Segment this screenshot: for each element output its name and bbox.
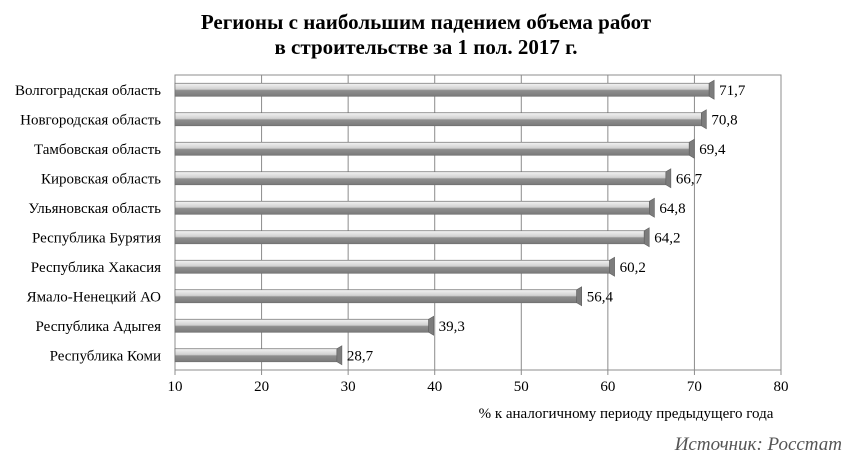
bar-end-cap xyxy=(609,256,615,277)
source-note: Источник: Росстат xyxy=(674,434,842,455)
value-label: 70,8 xyxy=(711,112,737,128)
x-tick-label: 10 xyxy=(168,379,183,395)
category-label: Республика Хакасия xyxy=(31,260,161,276)
value-label: 60,2 xyxy=(620,260,646,276)
x-tick-label: 50 xyxy=(514,379,529,395)
bar xyxy=(174,141,690,156)
category-label: Республика Бурятия xyxy=(32,230,161,246)
chart-title: Регионы с наибольшим падением объема раб… xyxy=(0,10,852,60)
x-tick-label: 80 xyxy=(774,379,789,395)
category-label: Новгородская область xyxy=(20,112,161,128)
bar xyxy=(174,259,610,274)
category-label: Республика Адыгея xyxy=(36,319,162,335)
bar xyxy=(174,289,578,304)
bar-end-cap xyxy=(649,197,655,218)
value-label: 69,4 xyxy=(699,142,726,158)
bar xyxy=(174,230,645,245)
bar xyxy=(174,200,650,215)
bar-end-cap xyxy=(688,138,695,159)
value-label: 56,4 xyxy=(587,289,614,305)
category-label: Волгоградская область xyxy=(15,83,161,99)
chart-title-line-1: Регионы с наибольшим падением объема раб… xyxy=(200,10,652,34)
bar-end-cap xyxy=(576,286,582,307)
bar-end-cap xyxy=(665,168,672,189)
bar-end-cap xyxy=(643,227,650,248)
bar-end-cap xyxy=(708,79,715,100)
value-label: 28,7 xyxy=(347,348,374,364)
bar xyxy=(174,348,338,363)
value-label: 71,7 xyxy=(719,83,746,99)
category-label: Ульяновская область xyxy=(28,201,161,217)
bar-end-cap xyxy=(336,345,343,366)
value-label: 66,7 xyxy=(676,171,703,187)
x-tick-label: 60 xyxy=(600,379,615,395)
category-label: Кировская область xyxy=(41,171,161,187)
value-label: 39,3 xyxy=(439,319,465,335)
x-axis-title: % к аналогичному периоду предыдущего год… xyxy=(479,406,774,422)
category-label: Тамбовская область xyxy=(34,142,161,158)
bar xyxy=(174,82,710,97)
bar xyxy=(174,171,667,186)
category-label: Республика Коми xyxy=(50,348,161,364)
value-label: 64,8 xyxy=(659,201,685,217)
x-tick-label: 40 xyxy=(427,379,442,395)
x-tick-label: 20 xyxy=(254,379,269,395)
x-tick-label: 70 xyxy=(687,379,702,395)
category-label: Ямало-Ненецкий АО xyxy=(27,289,162,305)
bar-end-cap xyxy=(428,315,434,336)
bar-end-cap xyxy=(701,109,707,130)
x-tick-label: 30 xyxy=(341,379,356,395)
bar xyxy=(174,112,702,127)
value-label: 64,2 xyxy=(654,230,680,246)
bar xyxy=(174,318,430,333)
chart-title-line-2: в строительстве за 1 пол. 2017 г. xyxy=(274,35,578,59)
